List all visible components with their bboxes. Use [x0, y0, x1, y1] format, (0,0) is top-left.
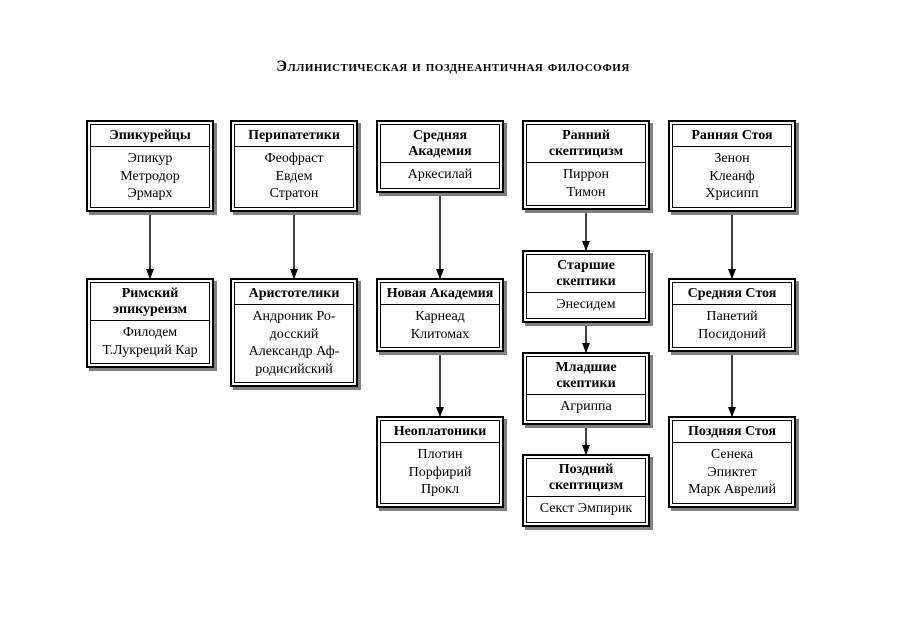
- node-body: Аркесилай: [381, 163, 499, 188]
- diagram-title: Эллинистическая и позднеантичная философ…: [0, 58, 906, 76]
- node-title: Младшие скептики: [527, 357, 645, 395]
- node-n-early-stoa: Ранняя СтояЗенон Клеанф Хрисипп: [668, 120, 796, 212]
- node-n-elder-skept: Старшие скептикиЭнесидем: [522, 250, 650, 323]
- node-title: Неоплатоники: [381, 421, 499, 443]
- node-title: Ранняя Стоя: [673, 125, 791, 147]
- node-inner: НеоплатоникиПлотин Порфирий Прокл: [380, 420, 500, 504]
- node-body: Эпикур Метродор Эрмарх: [91, 147, 209, 207]
- node-n-neoplaton: НеоплатоникиПлотин Порфирий Прокл: [376, 416, 504, 508]
- node-title: Средняя Стоя: [673, 283, 791, 305]
- node-body: Андроник Ро- досский Александр Аф- родис…: [235, 305, 353, 382]
- node-inner: Поздний скептицизмСекст Эмпирик: [526, 458, 646, 523]
- node-title: Римский эпикуреизм: [91, 283, 209, 321]
- node-n-early-skept: Ранний скептицизмПиррон Тимон: [522, 120, 650, 210]
- node-body: Панетий Посидоний: [673, 305, 791, 347]
- node-n-mid-academy: Средняя АкадемияАркесилай: [376, 120, 504, 193]
- node-n-late-stoa: Поздняя СтояСенека Эпиктет Марк Аврелий: [668, 416, 796, 508]
- node-body: Плотин Порфирий Прокл: [381, 443, 499, 503]
- node-body: Карнеад Клитомах: [381, 305, 499, 347]
- node-n-aristotelians: АристотеликиАндроник Ро- досский Алексан…: [230, 278, 358, 387]
- node-title: Старшие скептики: [527, 255, 645, 293]
- node-n-epicureans: ЭпикурейцыЭпикур Метродор Эрмарх: [86, 120, 214, 212]
- node-body: Филодем Т.Лукреций Кар: [91, 321, 209, 363]
- node-body: Энесидем: [527, 293, 645, 318]
- node-body: Зенон Клеанф Хрисипп: [673, 147, 791, 207]
- node-inner: Ранняя СтояЗенон Клеанф Хрисипп: [672, 124, 792, 208]
- node-title: Ранний скептицизм: [527, 125, 645, 163]
- node-title: Поздний скептицизм: [527, 459, 645, 497]
- node-body: Сенека Эпиктет Марк Аврелий: [673, 443, 791, 503]
- node-inner: Средняя АкадемияАркесилай: [380, 124, 500, 189]
- node-n-late-skept: Поздний скептицизмСекст Эмпирик: [522, 454, 650, 527]
- node-inner: Римский эпикуреизмФилодем Т.Лукреций Кар: [90, 282, 210, 364]
- node-inner: Ранний скептицизмПиррон Тимон: [526, 124, 646, 206]
- node-inner: АристотеликиАндроник Ро- досский Алексан…: [234, 282, 354, 383]
- node-title: Перипатетики: [235, 125, 353, 147]
- node-body: Агриппа: [527, 395, 645, 420]
- node-inner: Поздняя СтояСенека Эпиктет Марк Аврелий: [672, 420, 792, 504]
- node-n-new-academy: Новая АкадемияКарнеад Клитомах: [376, 278, 504, 352]
- node-body: Феофраст Евдем Стратон: [235, 147, 353, 207]
- node-body: Пиррон Тимон: [527, 163, 645, 205]
- node-title: Новая Академия: [381, 283, 499, 305]
- node-body: Секст Эмпирик: [527, 497, 645, 522]
- node-n-younger-skept: Младшие скептикиАгриппа: [522, 352, 650, 425]
- node-title: Аристотелики: [235, 283, 353, 305]
- node-title: Средняя Академия: [381, 125, 499, 163]
- node-inner: Старшие скептикиЭнесидем: [526, 254, 646, 319]
- node-title: Поздняя Стоя: [673, 421, 791, 443]
- diagram-stage: { "meta": { "type": "flowchart", "canvas…: [0, 0, 906, 635]
- node-inner: ПерипатетикиФеофраст Евдем Стратон: [234, 124, 354, 208]
- node-n-mid-stoa: Средняя СтояПанетий Посидоний: [668, 278, 796, 352]
- node-inner: Младшие скептикиАгриппа: [526, 356, 646, 421]
- node-n-roman-epic: Римский эпикуреизмФилодем Т.Лукреций Кар: [86, 278, 214, 368]
- node-title: Эпикурейцы: [91, 125, 209, 147]
- node-inner: Средняя СтояПанетий Посидоний: [672, 282, 792, 348]
- node-inner: Новая АкадемияКарнеад Клитомах: [380, 282, 500, 348]
- node-inner: ЭпикурейцыЭпикур Метродор Эрмарх: [90, 124, 210, 208]
- node-n-peripatetics: ПерипатетикиФеофраст Евдем Стратон: [230, 120, 358, 212]
